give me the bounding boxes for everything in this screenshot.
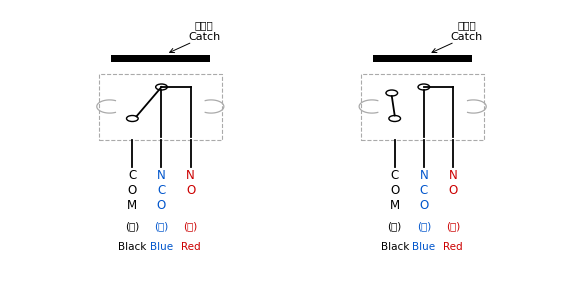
Text: O: O (157, 199, 166, 212)
Text: Catch: Catch (188, 32, 220, 43)
Text: N: N (186, 169, 195, 182)
Bar (111, 56, 210, 62)
Text: C: C (128, 169, 136, 182)
Text: (赤): (赤) (184, 221, 198, 232)
Text: O: O (186, 184, 195, 197)
Text: Blue: Blue (150, 242, 173, 253)
Text: (青): (青) (154, 221, 168, 232)
Text: Catch: Catch (450, 32, 483, 43)
Text: (青): (青) (417, 221, 431, 232)
Text: C: C (391, 169, 399, 182)
Text: M: M (389, 199, 400, 212)
Text: (黒): (黒) (388, 221, 402, 232)
Text: (黒): (黒) (125, 221, 139, 232)
Text: 受金具: 受金具 (195, 20, 213, 31)
Bar (373, 56, 472, 62)
Text: N: N (448, 169, 458, 182)
Text: Black: Black (381, 242, 409, 253)
Text: O: O (390, 184, 399, 197)
Text: N: N (419, 169, 429, 182)
Bar (361, 74, 484, 140)
Text: M: M (127, 199, 138, 212)
Text: O: O (128, 184, 137, 197)
Text: Red: Red (181, 242, 201, 253)
Text: 受金具: 受金具 (457, 20, 476, 31)
Text: N: N (157, 169, 166, 182)
Text: C: C (420, 184, 428, 197)
Text: Black: Black (118, 242, 146, 253)
Text: C: C (157, 184, 166, 197)
Bar (99, 74, 222, 140)
Text: O: O (448, 184, 458, 197)
Text: O: O (419, 199, 429, 212)
Text: (赤): (赤) (446, 221, 460, 232)
Text: Red: Red (443, 242, 463, 253)
Text: Blue: Blue (412, 242, 436, 253)
